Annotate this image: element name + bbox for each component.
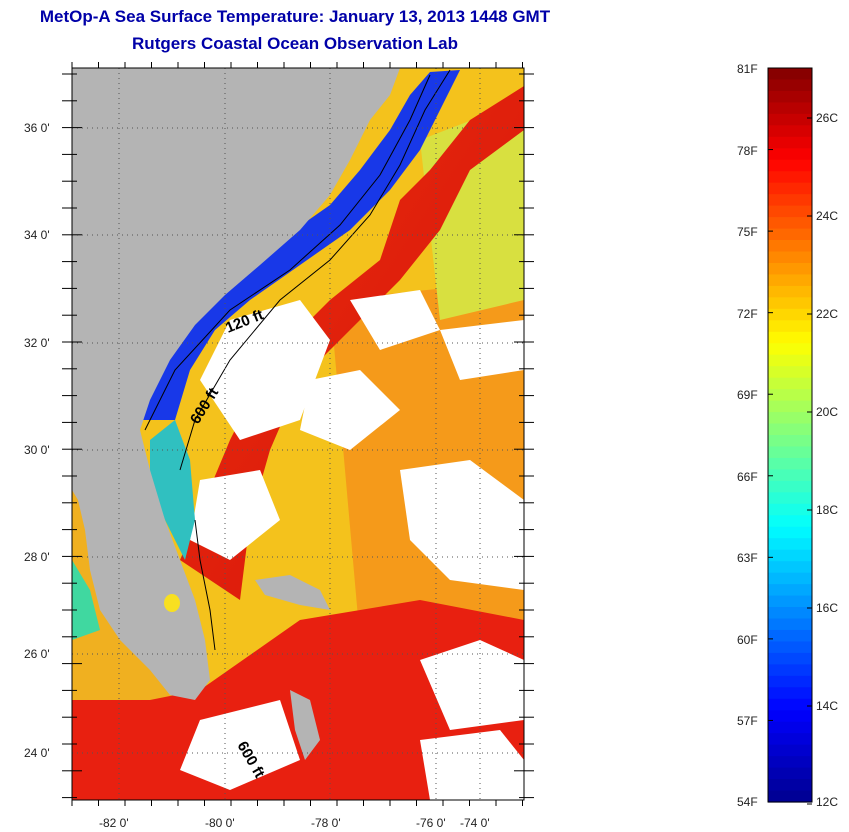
graticule [72, 68, 524, 800]
cool-shelf-water [150, 420, 195, 560]
land-mass [72, 68, 400, 700]
lat-tick-label: 28 0' [24, 550, 50, 564]
cloud-patch [300, 370, 400, 450]
contour-600ft [194, 519, 216, 651]
lat-tick-label: 26 0' [24, 647, 50, 661]
lon-tick-label: -76 0' [416, 816, 446, 830]
island [290, 690, 320, 760]
lat-tick-label: 30 0' [24, 443, 50, 457]
gulf-cool-water [72, 560, 100, 640]
axis-ticks [62, 62, 534, 806]
gulf-stream [180, 86, 524, 600]
lat-tick-label: 24 0' [24, 746, 50, 760]
cloud-patch [200, 300, 330, 440]
cloud-patch [350, 290, 440, 350]
cloud-patch [180, 700, 300, 790]
lat-tick-label: 34 0' [24, 228, 50, 242]
gulf-water [72, 490, 200, 700]
inland-lake [164, 594, 180, 612]
latitude-axis: 36 0' 34 0' 32 0' 30 0' 28 0' 26 0' 24 0… [24, 121, 50, 760]
island [255, 575, 330, 610]
lon-tick-label: -78 0' [311, 816, 341, 830]
lon-tick-label: -74 0' [460, 816, 490, 830]
contour-600ft [179, 69, 451, 471]
map-field [72, 68, 524, 800]
map-title: MetOp-A Sea Surface Temperature: January… [39, 7, 551, 26]
cloud-patch [440, 320, 524, 380]
contour-120ft [144, 74, 431, 431]
lat-tick-label: 32 0' [24, 336, 50, 350]
map-subtitle: Rutgers Coastal Ocean Observation Lab [132, 34, 458, 53]
lat-tick-label: 36 0' [24, 121, 50, 135]
map-frame [71, 67, 525, 801]
cold-coastal-water [140, 70, 460, 420]
cloud-patch [420, 730, 524, 800]
cloud-patch [190, 470, 280, 560]
lon-tick-label: -80 0' [205, 816, 235, 830]
cloud-patch [420, 640, 524, 730]
lon-tick-label: -82 0' [99, 816, 129, 830]
longitude-axis: -82 0' -80 0' -78 0' -76 0' -74 0' [99, 816, 490, 830]
